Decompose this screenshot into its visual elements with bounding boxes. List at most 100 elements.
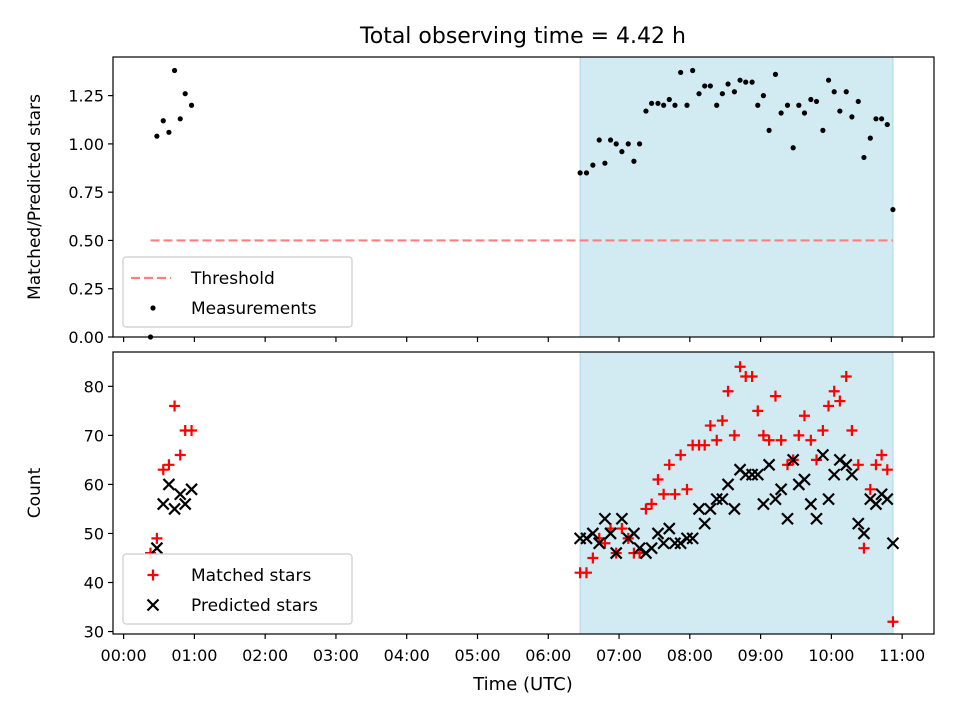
data-point	[861, 154, 867, 161]
data-point	[609, 546, 623, 560]
count-panel: 30 40 50 60 70 80 00:00 01:00 02:00 03:00 04:00 05:…	[25, 351, 935, 665]
data-point	[864, 483, 876, 495]
y-tick-label: 50	[84, 524, 104, 543]
data-point	[834, 395, 846, 407]
series-measurements	[147, 67, 896, 340]
data-point	[774, 483, 788, 496]
data-point	[663, 522, 676, 535]
data-point	[796, 102, 802, 108]
data-point	[675, 449, 687, 461]
data-point	[746, 371, 758, 383]
data-point	[668, 536, 682, 550]
x-tick-label: 00:00	[101, 646, 147, 665]
data-point	[760, 93, 767, 99]
data-point	[769, 390, 781, 402]
y-axis-label: Count	[25, 467, 45, 518]
data-point	[813, 98, 820, 105]
y-tick-label: 1.00	[68, 135, 104, 154]
data-point	[580, 567, 592, 579]
y-tick-label: 70	[84, 426, 104, 445]
data-point	[725, 81, 731, 87]
y-tick-label: 0.25	[68, 280, 104, 299]
data-point	[851, 517, 865, 530]
data-point	[757, 429, 769, 441]
x-tick-label: 04:00	[384, 646, 430, 665]
legend-label: Measurements	[191, 299, 317, 319]
data-point	[743, 79, 749, 85]
data-point	[784, 102, 791, 108]
data-point	[583, 170, 590, 176]
data-point	[169, 400, 181, 412]
data-point	[716, 492, 729, 506]
data-point	[849, 114, 855, 120]
data-point	[757, 497, 770, 511]
x-tick-label: 11:00	[879, 646, 925, 665]
data-point	[631, 158, 637, 164]
data-point	[728, 502, 741, 516]
y-tick-label: 80	[84, 377, 104, 396]
x-tick-label: 03:00	[313, 646, 359, 665]
data-point	[185, 483, 198, 496]
data-point	[596, 137, 602, 143]
data-point	[820, 127, 826, 133]
data-point	[816, 448, 830, 462]
x-tick-label: 05:00	[454, 646, 500, 665]
data-point	[182, 91, 188, 97]
legend-marker-swatch	[147, 569, 159, 581]
data-point	[890, 206, 896, 213]
x-tick-label: 09:00	[738, 646, 784, 665]
observing-span	[579, 56, 894, 338]
data-point	[615, 512, 629, 526]
data-point	[666, 96, 672, 103]
data-point	[698, 517, 711, 530]
data-point	[763, 434, 775, 446]
data-point	[619, 149, 625, 155]
data-point	[752, 405, 764, 417]
data-point	[604, 527, 617, 540]
data-point	[801, 110, 808, 116]
data-point	[599, 537, 611, 549]
data-point	[607, 137, 614, 143]
data-point	[846, 424, 858, 436]
legend-label: Predicted stars	[191, 596, 318, 616]
data-point	[173, 487, 187, 501]
data-point	[646, 498, 658, 510]
data-point	[817, 424, 829, 436]
y-tick-label: 0.00	[68, 328, 104, 347]
data-point	[160, 118, 166, 124]
data-point	[156, 497, 170, 511]
data-point	[745, 468, 759, 481]
data-point	[651, 527, 665, 540]
data-point	[707, 83, 713, 89]
data-point	[886, 536, 900, 550]
data-point	[867, 135, 873, 141]
data-point	[811, 454, 823, 466]
legend: Matched stars Predicted stars	[122, 553, 353, 625]
data-point	[616, 523, 628, 535]
data-point	[790, 145, 796, 151]
data-point	[663, 459, 675, 471]
data-point	[721, 478, 735, 491]
y-tick-label: 60	[84, 475, 104, 494]
y-tick-label: 1.25	[68, 87, 104, 106]
data-point	[678, 69, 684, 76]
data-point	[166, 129, 172, 135]
data-point	[831, 89, 837, 95]
data-point	[640, 503, 652, 515]
data-point	[716, 415, 728, 427]
data-point	[879, 116, 885, 122]
data-point	[658, 488, 670, 500]
data-point	[150, 541, 164, 555]
data-point	[711, 434, 723, 446]
data-point	[661, 102, 667, 108]
data-point	[680, 532, 694, 545]
data-point	[887, 616, 899, 628]
data-point	[672, 102, 678, 108]
data-point	[728, 429, 740, 441]
data-point	[881, 464, 893, 476]
data-point	[690, 67, 696, 74]
data-point	[692, 502, 706, 516]
chart-title: Total observing time = 4.42 h	[359, 24, 686, 49]
data-point	[643, 108, 649, 114]
